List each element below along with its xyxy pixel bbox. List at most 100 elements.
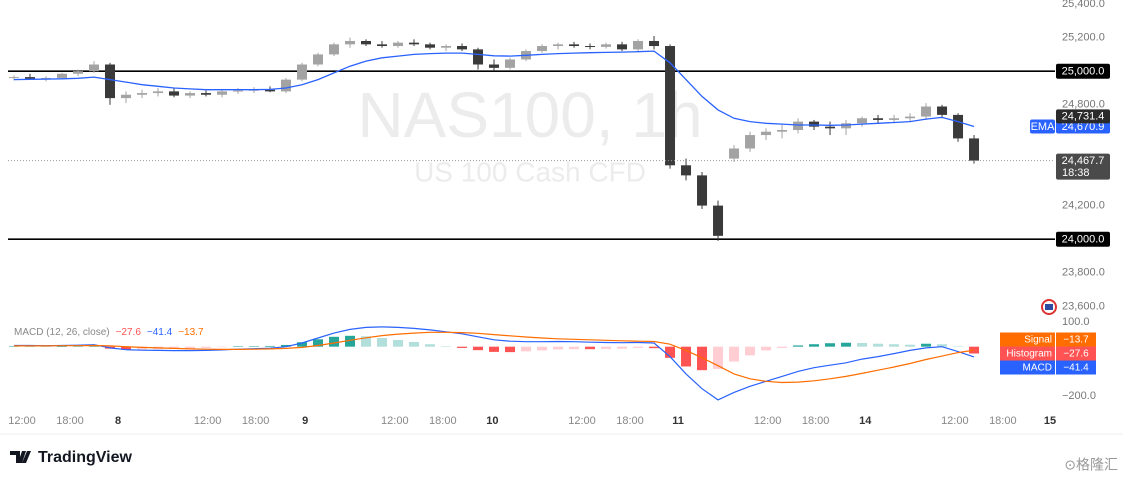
flag-inner xyxy=(1045,304,1053,310)
candle-body xyxy=(361,40,372,45)
histogram-bar xyxy=(393,340,404,347)
candle-body xyxy=(473,49,484,65)
candle-body xyxy=(713,205,724,236)
candle-body xyxy=(745,135,756,149)
histogram-bar xyxy=(361,336,372,347)
macd-line xyxy=(14,326,975,401)
histogram-bar xyxy=(217,346,228,348)
histogram-bar xyxy=(553,346,564,350)
histogram-bar xyxy=(809,344,820,347)
histogram-bar xyxy=(377,338,388,347)
ema-name: EMA xyxy=(1031,121,1056,133)
candle-body xyxy=(937,106,948,115)
candle-body xyxy=(345,40,356,45)
candle-body xyxy=(585,46,596,48)
histogram-bar xyxy=(41,346,52,347)
candle-body xyxy=(393,42,404,47)
x-tick-label: 12:00 xyxy=(381,415,409,427)
candle-body xyxy=(825,126,836,129)
histogram-bar xyxy=(137,346,148,350)
candle-body xyxy=(25,77,36,79)
histogram-bar xyxy=(489,346,500,352)
histogram-bar xyxy=(89,345,100,347)
x-tick-label: 18:00 xyxy=(56,415,84,427)
histogram-bar xyxy=(937,344,948,347)
candle-body xyxy=(489,64,500,68)
ema-name-box xyxy=(1030,119,1055,134)
candle-body xyxy=(441,46,452,48)
histogram-bar xyxy=(281,344,292,347)
y-tick-label: 100.0 xyxy=(1062,316,1090,328)
series-name: Signal xyxy=(1024,335,1052,346)
x-tick-label: 15 xyxy=(1044,415,1056,427)
level-label-box xyxy=(1056,63,1110,79)
candle-body xyxy=(121,94,132,99)
logo-mark xyxy=(10,451,31,463)
candle-body xyxy=(297,64,308,80)
histogram-bar xyxy=(617,346,628,349)
candle-body xyxy=(265,89,276,92)
candle-body xyxy=(9,77,20,79)
x-tick-label: 12:00 xyxy=(8,415,36,427)
histogram-bar xyxy=(585,346,596,350)
x-tick-label: 8 xyxy=(115,415,121,427)
x-tick-label: 18:00 xyxy=(242,415,270,427)
level-label-box xyxy=(1056,231,1110,247)
indicator-value: −13.7 xyxy=(178,327,204,338)
histogram-bar xyxy=(233,346,244,347)
histogram-bar xyxy=(857,342,868,347)
histogram-bar xyxy=(873,343,884,347)
histogram-bar xyxy=(793,345,804,347)
y-tick-label: 25,400.0 xyxy=(1062,0,1105,10)
histogram-bar xyxy=(121,346,132,350)
level-label: 25,000.0 xyxy=(1062,66,1105,78)
series-value-box xyxy=(1056,360,1096,375)
candle-body xyxy=(633,40,644,50)
x-tick-label: 18:00 xyxy=(616,415,644,427)
histogram-bar xyxy=(201,346,212,348)
candle-body xyxy=(649,40,660,47)
histogram-bar xyxy=(777,346,788,348)
candle-body xyxy=(41,77,52,79)
brand-logo: TradingView xyxy=(10,449,133,466)
series-name: Histogram xyxy=(1006,349,1052,360)
histogram-bar xyxy=(905,344,916,347)
candle-body xyxy=(169,91,180,96)
histogram-bar xyxy=(185,346,196,349)
x-tick-label: 12:00 xyxy=(568,415,596,427)
histogram-bar xyxy=(969,346,980,354)
histogram-bar xyxy=(761,346,772,351)
histogram-bar xyxy=(841,342,852,347)
candle-body xyxy=(185,93,196,96)
x-tick-label: 14 xyxy=(859,415,872,427)
countdown-label: 18:38 xyxy=(1062,167,1090,179)
candle-body xyxy=(777,130,788,132)
histogram-bar xyxy=(57,346,68,347)
series-last-label: −27.6 xyxy=(1063,349,1089,360)
candle-body xyxy=(505,59,516,68)
candle-body xyxy=(569,44,580,47)
candle-body xyxy=(537,46,548,52)
watermark-title: NAS100, 1h xyxy=(357,79,702,151)
histogram-bar xyxy=(745,346,756,356)
histogram-bar xyxy=(825,343,836,347)
candle-body xyxy=(665,46,676,166)
candle-body xyxy=(873,118,884,120)
candle-body xyxy=(857,118,868,124)
candle-body xyxy=(377,44,388,47)
y-tick-label: 23,800.0 xyxy=(1062,267,1105,279)
histogram-bar xyxy=(425,344,436,347)
y-tick-label: 24,800.0 xyxy=(1062,99,1105,111)
histogram-bar xyxy=(649,346,660,349)
x-tick-label: 9 xyxy=(302,415,308,427)
histogram-bar xyxy=(521,346,532,352)
candle-body xyxy=(105,64,116,99)
histogram-bar xyxy=(505,346,516,353)
corner-watermark: ⊙格隆汇 xyxy=(1064,457,1118,473)
level-label: 24,000.0 xyxy=(1062,234,1105,246)
histogram-bar xyxy=(889,344,900,347)
histogram-bar xyxy=(601,346,612,349)
histogram-bar xyxy=(537,346,548,351)
series-name-box xyxy=(1000,360,1055,375)
